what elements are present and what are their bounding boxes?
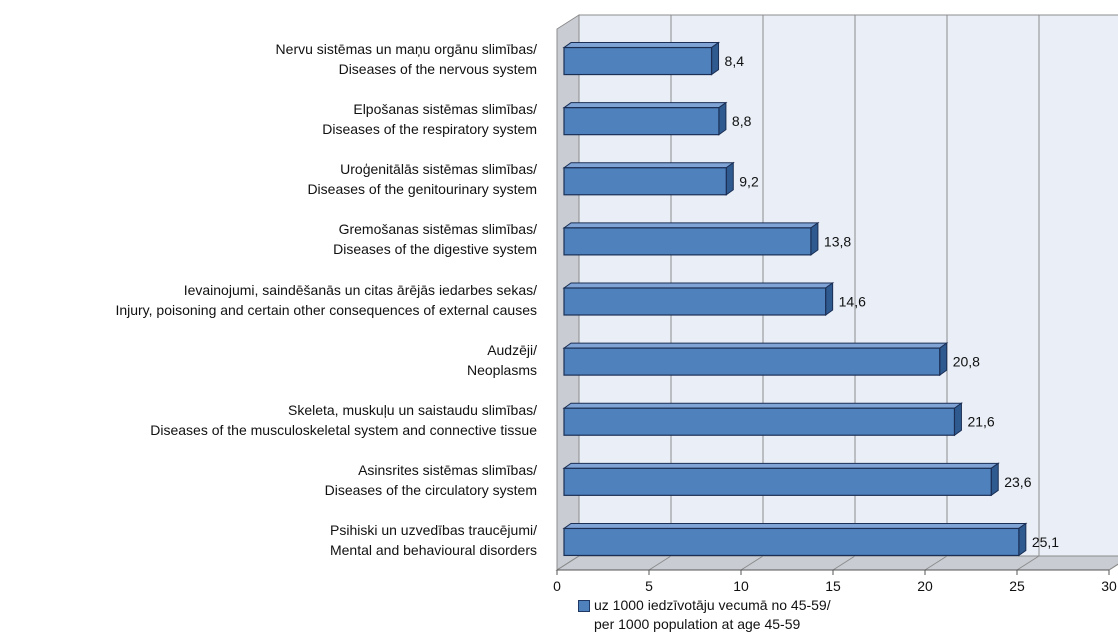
category-label: Ievainojumi, saindēšanās un citas ārējās… (0, 280, 537, 320)
bar (563, 407, 956, 436)
x-tick-label: 30 (1101, 578, 1117, 594)
bar-side-face (810, 221, 819, 256)
x-tick-label: 15 (825, 578, 841, 594)
bar (563, 46, 713, 76)
category-label: Nervu sistēmas un maņu orgānu slimības/D… (0, 39, 537, 79)
bar-side-face (939, 342, 948, 377)
category-label: Uroģenitālās sistēmas slimības/Diseases … (0, 159, 537, 199)
bar (563, 107, 720, 136)
data-label: 8,8 (732, 113, 752, 129)
category-label-line-2: Neoplasms (466, 361, 537, 378)
data-label: 23,6 (1004, 474, 1031, 490)
bar-top-face (562, 342, 949, 349)
legend-text: uz 1000 iedzīvotāju vecumā no 45-59/ per… (594, 596, 831, 634)
category-label-line-1: Audzēji/ (487, 341, 537, 358)
category-label-line-1: Psihiski un uzvedības traucējumi/ (330, 521, 537, 538)
floor-gridline (648, 555, 672, 571)
x-tick-label: 20 (917, 578, 933, 594)
bar (563, 467, 992, 496)
x-tick-label: 5 (645, 578, 653, 594)
category-label-line-2: Diseases of the musculoskeletal system a… (150, 421, 537, 438)
category-label-line-2: Diseases of the genitourinary system (307, 181, 537, 198)
floor-gridline (1016, 555, 1040, 571)
bar-top-face (562, 102, 728, 109)
floor-gridline (832, 555, 856, 571)
category-label: Gremošanas sistēmas slimības/Diseases of… (0, 219, 537, 259)
bar-top-face (562, 162, 735, 169)
legend-swatch (578, 600, 590, 612)
legend-line-1: uz 1000 iedzīvotāju vecumā no 45-59/ (594, 597, 831, 613)
category-label-line-2: Diseases of the nervous system (338, 61, 537, 78)
category-label-line-2: Mental and behavioural disorders (329, 541, 537, 558)
category-label-line-2: Diseases of the respiratory system (322, 121, 537, 138)
category-label-line-1: Elpošanas sistēmas slimības/ (353, 101, 537, 118)
bar-side-face (725, 161, 734, 196)
category-label-line-1: Uroģenitālās sistēmas slimības/ (340, 161, 537, 178)
bar-side-face (825, 282, 834, 316)
data-label: 8,4 (725, 53, 745, 69)
bar-top-face (562, 402, 964, 409)
bar-top-face (562, 462, 1000, 469)
category-label-line-2: Diseases of the circulatory system (324, 481, 537, 498)
data-label: 20,8 (953, 354, 980, 370)
data-label: 13,8 (824, 233, 851, 249)
data-label: 9,2 (739, 173, 759, 189)
category-label-line-1: Gremošanas sistēmas slimības/ (338, 221, 537, 238)
data-label: 25,1 (1032, 534, 1059, 550)
floor-gridline (924, 555, 948, 571)
legend-line-2: per 1000 population at age 45-59 (594, 616, 801, 632)
floor-gridline (556, 555, 580, 571)
bar-side-face (718, 101, 727, 136)
category-label: Asinsrites sistēmas slimības/Diseases of… (0, 460, 537, 500)
bar (563, 167, 727, 196)
category-label-line-1: Ievainojumi, saindēšanās un citas ārējās… (183, 281, 537, 298)
bar-side-face (990, 462, 999, 497)
bar-top-face (562, 222, 820, 229)
category-label: Elpošanas sistēmas slimības/Diseases of … (0, 99, 537, 139)
bar-side-face (1018, 522, 1027, 557)
category-label: Psihiski un uzvedības traucējumi/Mental … (0, 520, 537, 560)
bar-side-face (953, 402, 962, 437)
bar-top-face (562, 522, 1028, 529)
category-label-line-1: Skeleta, muskuļu un saistaudu slimības/ (287, 401, 537, 418)
x-tick-label: 10 (733, 578, 749, 594)
category-label-line-1: Asinsrites sistēmas slimības/ (358, 461, 537, 478)
bar (563, 227, 812, 256)
bar (563, 527, 1020, 557)
category-label-line-2: Diseases of the digestive system (333, 241, 537, 258)
bar-top-face (562, 282, 835, 289)
category-label-line-1: Nervu sistēmas un maņu orgānu slimības/ (275, 41, 537, 58)
bar-top-face (562, 42, 721, 49)
floor-gridline (740, 555, 764, 571)
category-label-line-2: Injury, poisoning and certain other cons… (115, 301, 537, 318)
bar (563, 287, 827, 316)
category-label: Audzēji/Neoplasms (0, 340, 537, 380)
bar-side-face (711, 41, 720, 76)
x-tick-label: 25 (1009, 578, 1025, 594)
plot-floor (555, 555, 1118, 571)
floor-gridline (1108, 563, 1118, 571)
category-label: Skeleta, muskuļu un saistaudu slimības/D… (0, 400, 537, 440)
data-label: 21,6 (967, 414, 994, 430)
bar (563, 347, 941, 376)
x-tick-label: 0 (553, 578, 561, 594)
data-label: 14,6 (839, 294, 866, 310)
